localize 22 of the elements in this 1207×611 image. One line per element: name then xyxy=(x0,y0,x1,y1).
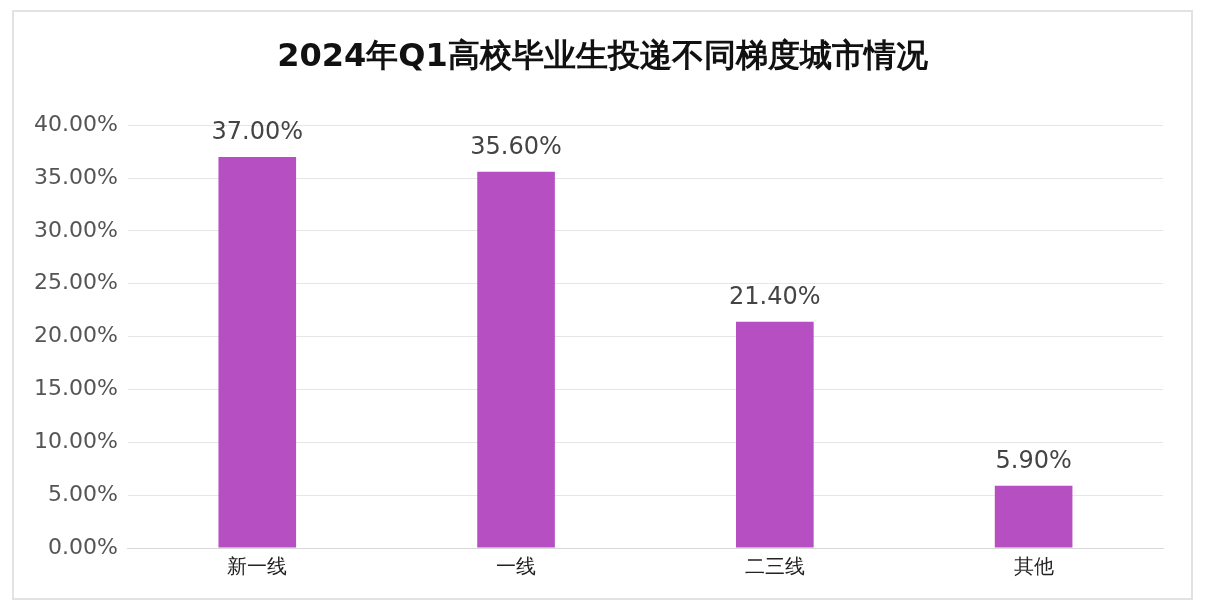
data-label: 35.60% xyxy=(470,131,562,160)
y-tick-label: 40.00% xyxy=(34,110,118,136)
y-tick-label: 5.00% xyxy=(48,480,118,506)
y-tick-label: 25.00% xyxy=(34,269,118,295)
y-tick-label: 20.00% xyxy=(34,322,118,348)
bar xyxy=(736,321,814,548)
chart-title: 2024年Q1高校毕业生投递不同梯度城市情况 xyxy=(276,35,929,76)
y-tick-label: 15.00% xyxy=(34,375,118,401)
y-tick-label: 0.00% xyxy=(48,533,118,559)
x-tick-label: 其他 xyxy=(1013,554,1054,579)
data-label: 37.00% xyxy=(211,117,304,146)
bar xyxy=(218,156,297,548)
bar xyxy=(477,171,555,548)
data-label: 21.40% xyxy=(729,282,821,311)
data-label: 5.90% xyxy=(995,445,1072,474)
y-tick-label: 30.00% xyxy=(34,216,118,242)
x-tick-label: 新一线 xyxy=(227,554,288,579)
y-tick-label: 35.00% xyxy=(34,163,118,189)
x-tick-label: 二三线 xyxy=(744,554,805,579)
y-tick-label: 10.00% xyxy=(34,428,118,454)
x-tick-label: 一线 xyxy=(496,554,537,579)
bar xyxy=(994,485,1073,548)
